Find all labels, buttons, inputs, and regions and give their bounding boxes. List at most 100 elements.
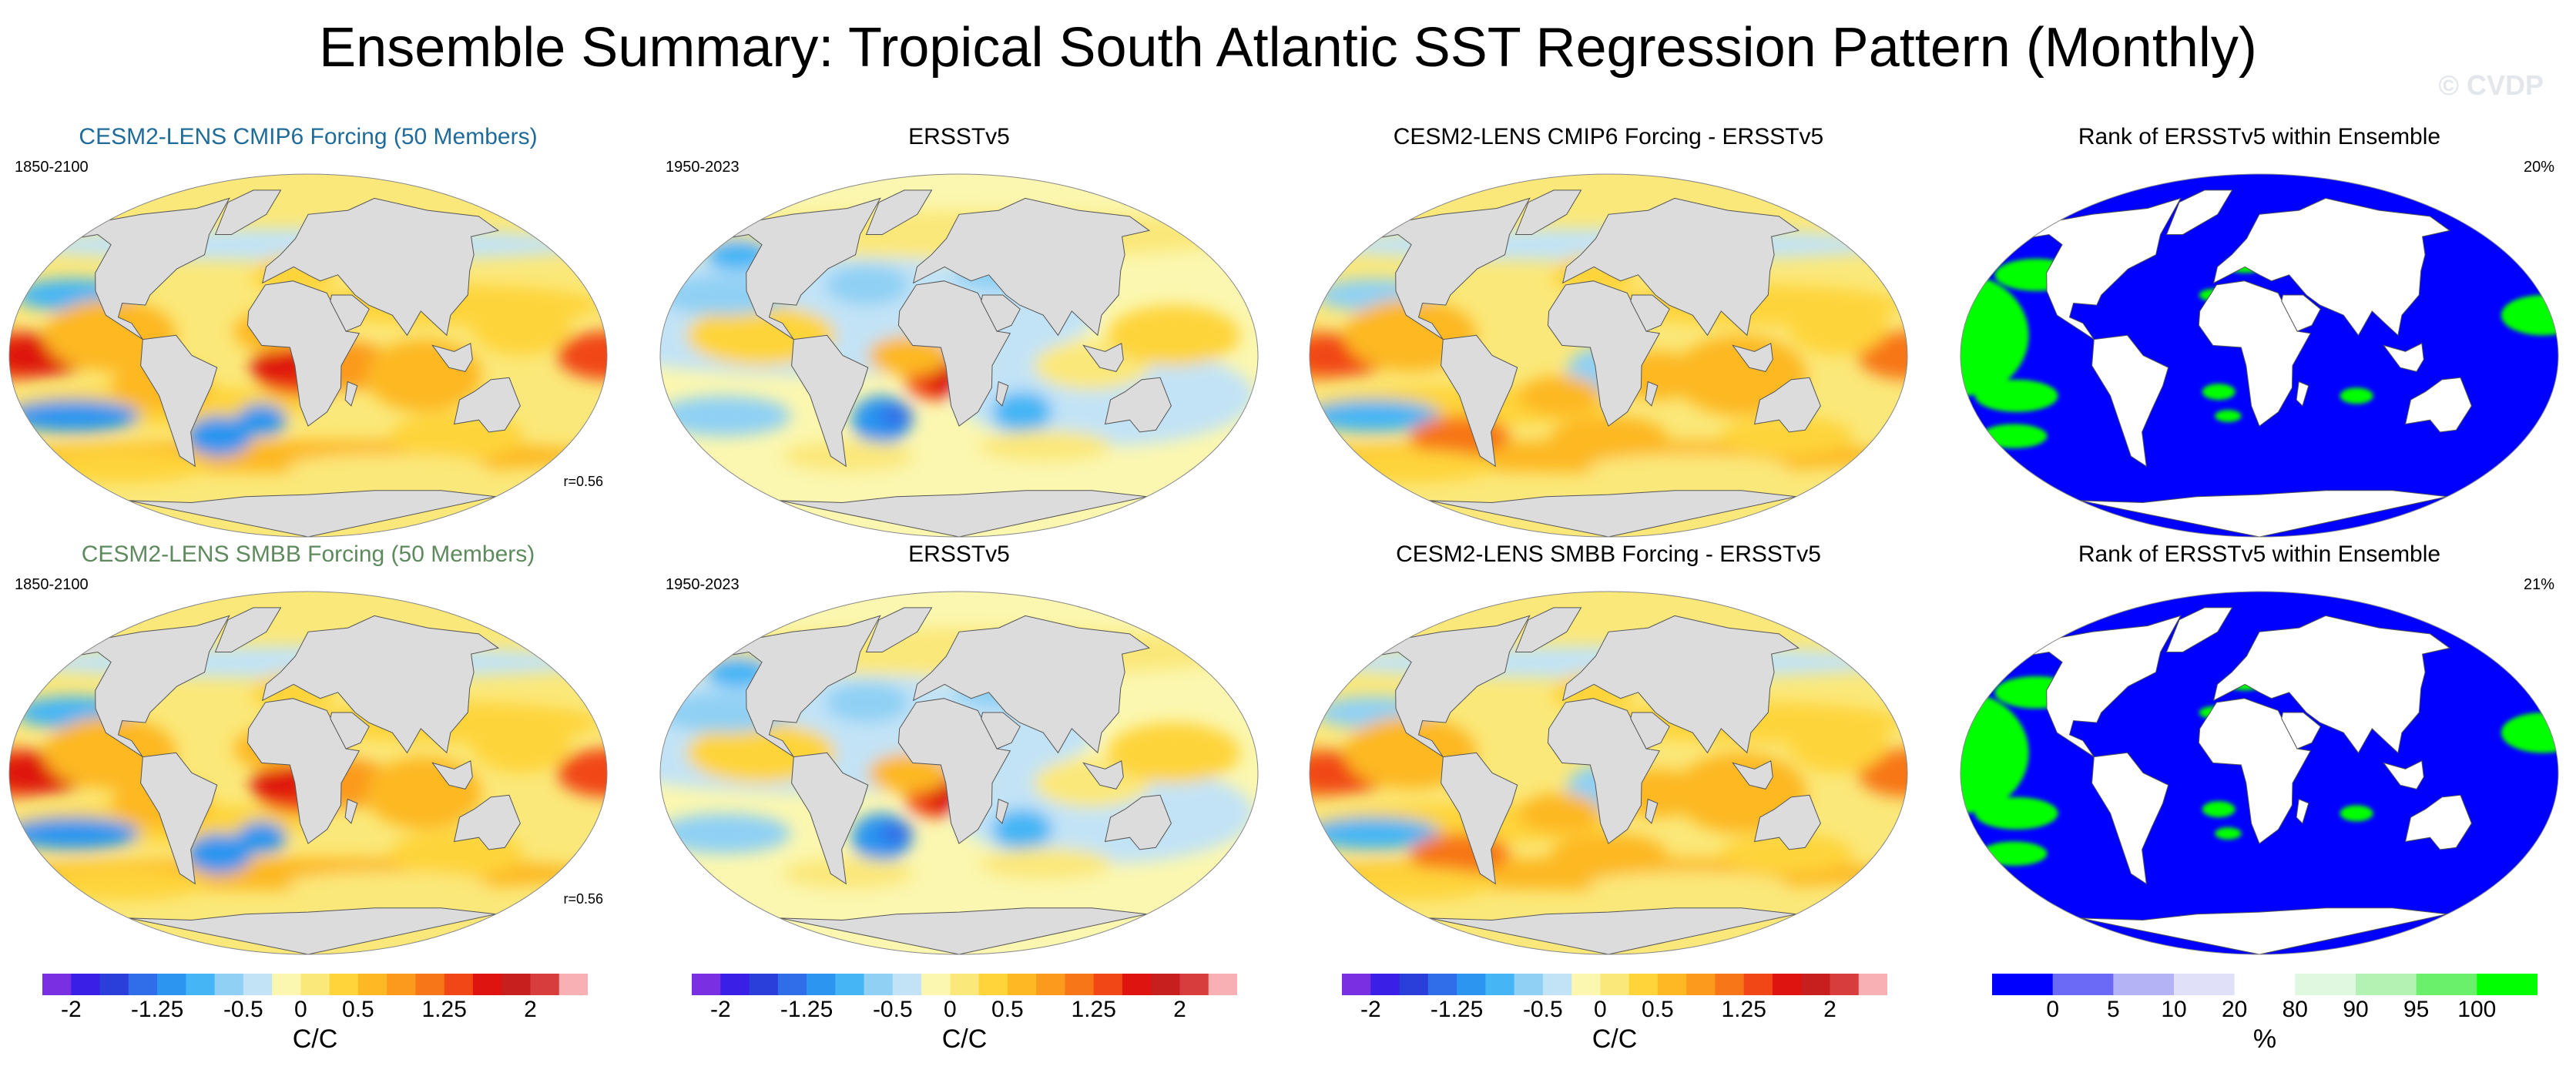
colorbar-swatch bbox=[530, 974, 560, 995]
colorbar-tick-label: 0.5 bbox=[991, 997, 1024, 1022]
colorbar-swatch bbox=[2416, 974, 2477, 995]
colorbar-units: % bbox=[2252, 1024, 2277, 1054]
colorbar-tick-label: 10 bbox=[2161, 997, 2187, 1022]
colorbar-swatch bbox=[1743, 974, 1773, 995]
colorbar-swatch bbox=[214, 974, 244, 995]
colorbar-swatch bbox=[1992, 974, 2054, 995]
panel-rank-smbb: Rank of ERSSTv5 within Ensemble 21% bbox=[1955, 539, 2564, 955]
panel-period: 1850-2100 bbox=[15, 576, 89, 593]
colorbar-units: C/C bbox=[1592, 1024, 1638, 1054]
rank-percent: 20% bbox=[2523, 159, 2554, 176]
colorbar-tick-label: -2 bbox=[1360, 997, 1381, 1022]
colorbar-swatch bbox=[501, 974, 531, 995]
colorbar-tick-label: 0 bbox=[1594, 997, 1607, 1022]
colorbar-swatches bbox=[692, 974, 1237, 995]
world-map bbox=[659, 591, 1259, 955]
colorbar-swatch bbox=[472, 974, 502, 995]
colorbar-swatch bbox=[720, 974, 750, 995]
colorbar-swatch bbox=[1370, 974, 1400, 995]
colorbar-swatch bbox=[558, 974, 588, 995]
panel-title: Rank of ERSSTv5 within Ensemble bbox=[2078, 124, 2441, 149]
panel-cmip6-minus-obs: CESM2-LENS CMIP6 Forcing - ERSSTv5 bbox=[1304, 122, 1913, 538]
colorbar-tick-label: 0 bbox=[294, 997, 307, 1022]
colorbar-swatch bbox=[99, 974, 129, 995]
colorbar-swatches bbox=[1342, 974, 1887, 995]
pattern-correlation: r=0.56 bbox=[563, 474, 603, 489]
colorbar-swatch bbox=[300, 974, 330, 995]
colorbar-tick-label: 2 bbox=[1173, 997, 1186, 1022]
colorbar-swatch bbox=[1830, 974, 1860, 995]
colorbar-tick-label: 80 bbox=[2282, 997, 2308, 1022]
colorbar-swatch bbox=[1427, 974, 1457, 995]
colorbar-swatch bbox=[978, 974, 1008, 995]
colorbar-tick-label: 0.5 bbox=[342, 997, 374, 1022]
colorbar-swatch bbox=[892, 974, 922, 995]
colorbar-swatch bbox=[357, 974, 387, 995]
colorbar-regression-1: C/C -2 -1.25 -0.5 0 0.5 1.25 2 bbox=[42, 972, 588, 1057]
colorbar-swatch bbox=[2477, 974, 2537, 995]
colorbar-regression-2: C/C -2 -1.25 -0.5 0 0.5 1.25 2 bbox=[692, 972, 1237, 1057]
panel-ersst-obs-2: ERSSTv5 1950-2023 bbox=[655, 539, 1263, 955]
colorbar-units: C/C bbox=[292, 1024, 338, 1054]
panel-smbb-minus-obs: CESM2-LENS SMBB Forcing - ERSSTv5 bbox=[1304, 539, 1913, 955]
rank-percent: 21% bbox=[2523, 576, 2554, 593]
colorbar-swatch bbox=[157, 974, 186, 995]
colorbar-swatch bbox=[950, 974, 980, 995]
colorbar-swatch bbox=[2295, 974, 2356, 995]
colorbar-swatch bbox=[1628, 974, 1659, 995]
world-map bbox=[8, 173, 608, 538]
colorbar-swatch bbox=[444, 974, 474, 995]
world-map bbox=[659, 173, 1259, 538]
colorbar-swatch bbox=[1801, 974, 1830, 995]
colorbar-tick-label: -0.5 bbox=[872, 997, 913, 1022]
world-map bbox=[1309, 591, 1908, 955]
colorbar-swatch bbox=[1007, 974, 1037, 995]
colorbar-tick-label: 100 bbox=[2457, 997, 2497, 1022]
colorbar-swatch bbox=[1208, 974, 1237, 995]
colorbar-swatch bbox=[1542, 974, 1572, 995]
colorbar-swatch bbox=[1179, 974, 1209, 995]
panel-period: 1850-2100 bbox=[15, 159, 89, 176]
colorbar-swatch bbox=[2356, 974, 2417, 995]
colorbar-swatch bbox=[1772, 974, 1802, 995]
colorbar-swatch bbox=[777, 974, 807, 995]
colorbar-tick-label: 2 bbox=[524, 997, 537, 1022]
colorbar-rank: % 0 5 10 20 80 90 95 100 bbox=[1992, 972, 2537, 1057]
colorbar-swatch bbox=[71, 974, 101, 995]
colorbar-swatch bbox=[692, 974, 721, 995]
colorbar-tick-label: 1.25 bbox=[421, 997, 467, 1022]
colorbar-tick-label: -0.5 bbox=[1522, 997, 1563, 1022]
colorbar-swatch bbox=[2234, 974, 2296, 995]
panel-period: 1950-2023 bbox=[666, 576, 740, 593]
panel-title: CESM2-LENS SMBB Forcing (50 Members) bbox=[81, 542, 535, 567]
figure-title: Ensemble Summary: Tropical South Atlanti… bbox=[319, 17, 2257, 79]
colorbar-swatch bbox=[186, 974, 216, 995]
colorbar-swatch bbox=[864, 974, 894, 995]
colorbar-swatch bbox=[2113, 974, 2175, 995]
panel-title: CESM2-LENS SMBB Forcing - ERSSTv5 bbox=[1396, 542, 1821, 567]
panel-ersst-obs: ERSSTv5 1950-2023 bbox=[655, 122, 1263, 538]
colorbar-swatch bbox=[1858, 974, 1887, 995]
colorbar-tick-label: -2 bbox=[709, 997, 731, 1022]
colorbar-swatch bbox=[1151, 974, 1180, 995]
colorbar-tick-label: -0.5 bbox=[223, 997, 263, 1022]
colorbar-tick-label: -1.25 bbox=[1430, 997, 1484, 1022]
world-map bbox=[1960, 173, 2559, 538]
colorbar-swatch bbox=[1093, 974, 1123, 995]
colorbar-swatches bbox=[1992, 974, 2537, 995]
colorbar-tick-label: 0 bbox=[2046, 997, 2060, 1022]
colorbar-tick-label: 90 bbox=[2343, 997, 2369, 1022]
colorbar-swatch bbox=[243, 974, 273, 995]
colorbar-tick-label: 1.25 bbox=[1721, 997, 1766, 1022]
colorbar-tick-label: -1.25 bbox=[130, 997, 184, 1022]
world-map bbox=[8, 591, 608, 955]
colorbar-swatch bbox=[1122, 974, 1152, 995]
colorbar-swatch bbox=[1657, 974, 1687, 995]
colorbar-swatch bbox=[807, 974, 836, 995]
colorbar-tick-label: 2 bbox=[1823, 997, 1836, 1022]
colorbar-swatch bbox=[1571, 974, 1601, 995]
colorbar-swatch bbox=[835, 974, 865, 995]
colorbar-swatch bbox=[387, 974, 416, 995]
panel-period: 1950-2023 bbox=[666, 159, 740, 176]
colorbar-tick-label: 1.25 bbox=[1071, 997, 1116, 1022]
